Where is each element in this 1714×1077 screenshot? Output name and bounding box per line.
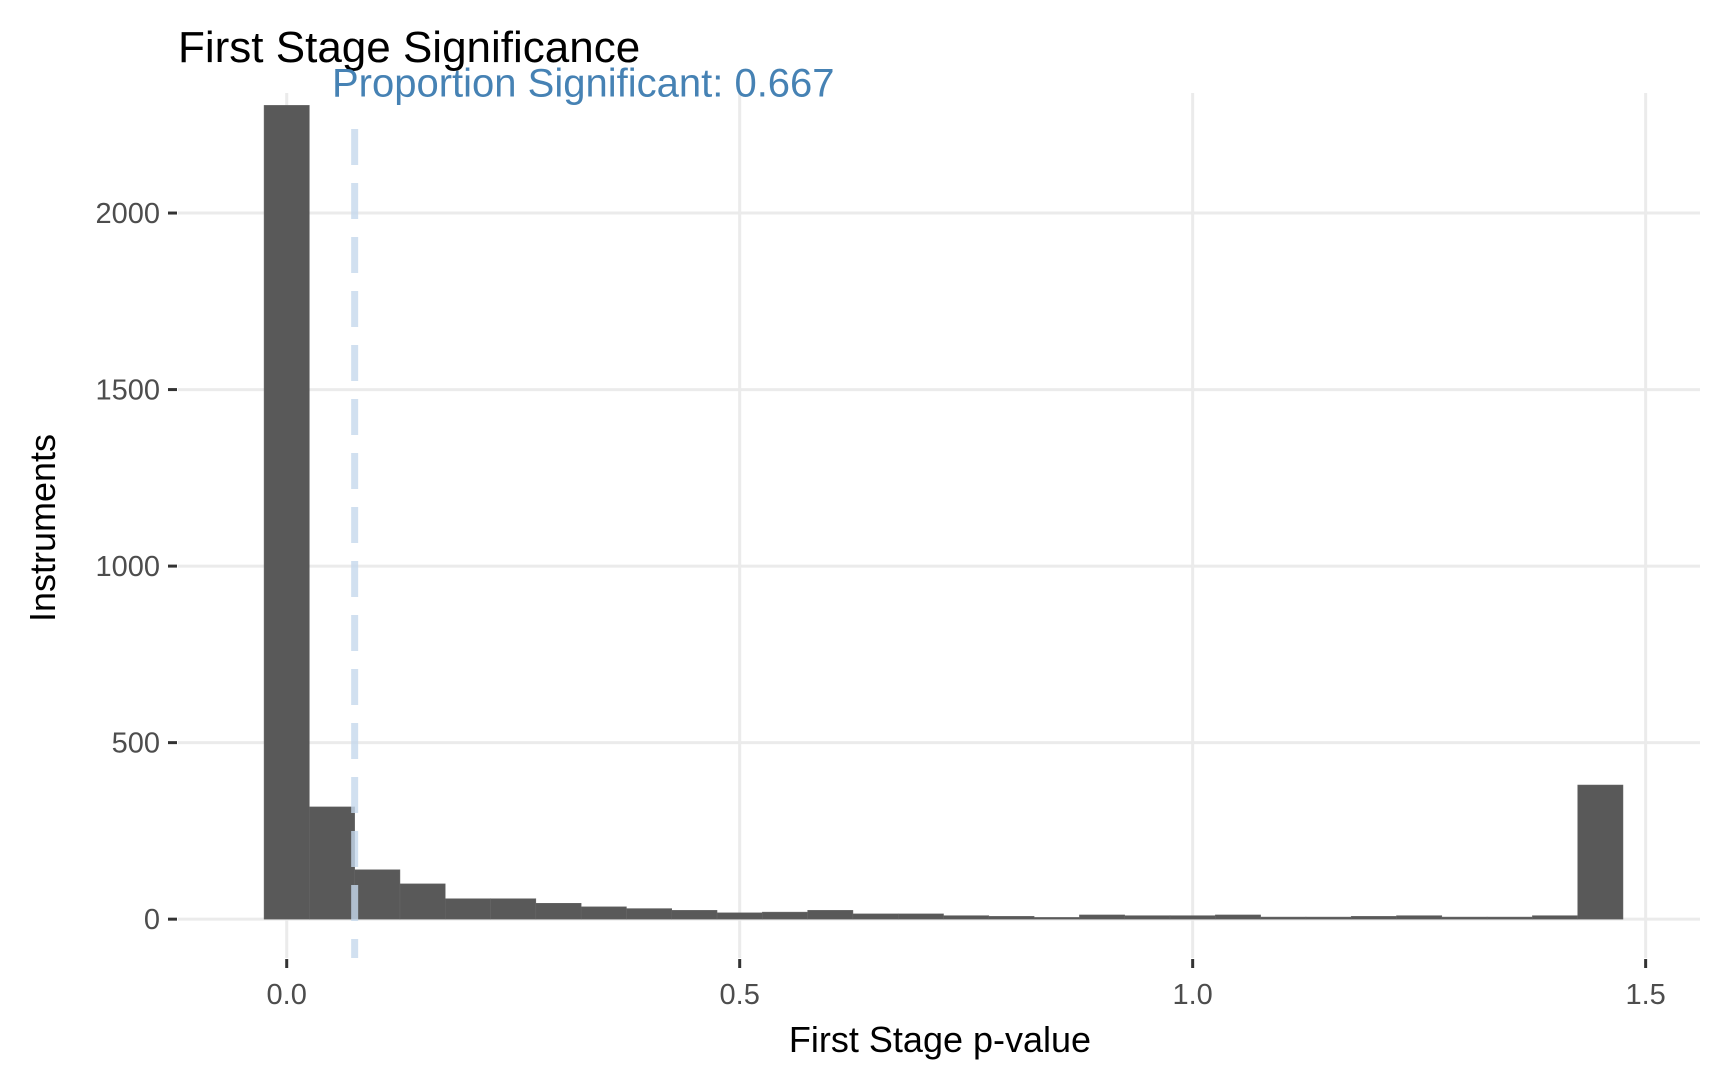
histogram-bar-28: [1532, 915, 1578, 920]
y-tick-label-1500: 1500: [95, 375, 160, 407]
x-axis: 0.0 0.5 1.0 1.5: [267, 959, 1666, 1011]
histogram-bar-16: [988, 916, 1035, 920]
histogram-bar-17: [1033, 917, 1080, 920]
proportion-significant-annotation: Proportion Significant: 0.667: [332, 61, 835, 105]
histogram-bar-0: [263, 105, 310, 920]
y-tick-label-1000: 1000: [95, 551, 160, 583]
y-tick-label-2000: 2000: [95, 198, 160, 230]
histogram-bar-5: [490, 898, 537, 920]
grid-lines: [178, 93, 1700, 958]
histogram-bar-1: [309, 806, 355, 920]
histogram-bar-7: [580, 906, 627, 920]
y-axis-title: Instruments: [22, 434, 63, 622]
x-tick-label-0.0: 0.0: [267, 979, 307, 1011]
histogram-bar-3: [399, 883, 446, 920]
x-tick-label-0.5: 0.5: [720, 979, 760, 1011]
histogram-bar-23: [1305, 916, 1352, 920]
histogram-bar-22: [1260, 916, 1307, 920]
histogram-bar-29: [1577, 784, 1624, 920]
histogram-bar-21: [1215, 914, 1261, 920]
x-axis-title: First Stage p-value: [789, 1019, 1091, 1060]
histogram-bar-25: [1396, 915, 1443, 920]
histogram-bar-2: [354, 869, 401, 920]
x-tick-label-1.0: 1.0: [1173, 979, 1213, 1011]
histogram-bar-13: [852, 913, 899, 920]
histogram-bar-24: [1350, 916, 1397, 920]
histogram-bar-12: [807, 910, 854, 920]
histogram-bar-27: [1486, 916, 1533, 920]
histogram-bar-26: [1441, 916, 1488, 920]
histogram-bar-9: [671, 910, 718, 920]
y-tick-label-0: 0: [144, 904, 160, 936]
histogram-bar-11: [762, 911, 808, 920]
y-axis: 0 500 1000 1500 2000: [95, 198, 177, 936]
histogram-bar-4: [445, 898, 491, 920]
histogram-bar-14: [897, 913, 944, 920]
histogram-bar-8: [626, 908, 672, 920]
histogram-bar-15: [943, 915, 990, 920]
histogram-bar-6: [535, 903, 582, 920]
histogram-bar-19: [1124, 915, 1171, 920]
chart-title: First Stage Significance: [178, 23, 640, 72]
y-tick-label-500: 500: [112, 728, 160, 760]
histogram-bar-18: [1079, 914, 1125, 920]
histogram-bars: [263, 105, 1624, 920]
x-tick-label-1.5: 1.5: [1625, 979, 1665, 1011]
histogram-bar-10: [716, 912, 763, 920]
histogram-bar-20: [1169, 915, 1216, 920]
